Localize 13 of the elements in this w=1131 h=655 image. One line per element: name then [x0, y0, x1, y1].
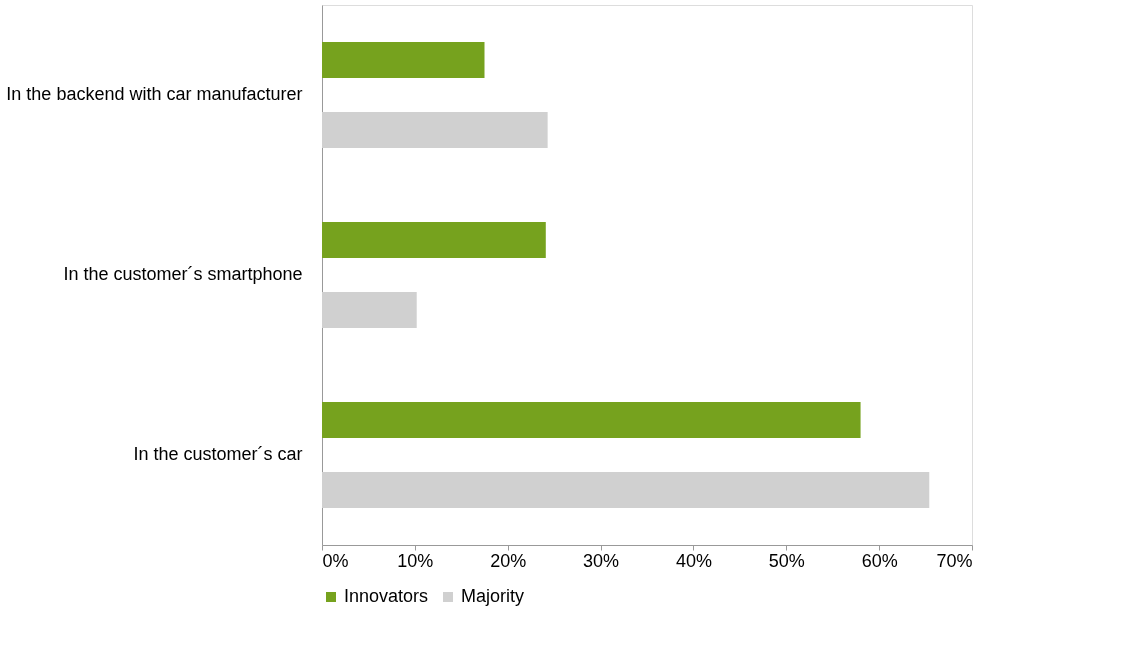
- x-tick-label: 40%: [675, 550, 712, 571]
- x-tick-label: 10%: [397, 550, 434, 571]
- x-tick-label: 20%: [490, 550, 527, 571]
- x-tick-label: 30%: [583, 550, 620, 571]
- y-tick-label: In the customer´s smartphone: [63, 264, 303, 284]
- y-tick-label: In the customer´s car: [133, 444, 303, 464]
- x-tick-label: 50%: [768, 550, 805, 571]
- x-tick-label: 60%: [861, 550, 898, 571]
- x-tick-label: 70%: [936, 550, 973, 571]
- legend-label: Majority: [461, 586, 525, 606]
- x-tick-label: 0%: [322, 550, 349, 571]
- y-tick-label: In the backend with car manufacturer: [6, 84, 303, 104]
- legend-label: Innovators: [344, 586, 429, 606]
